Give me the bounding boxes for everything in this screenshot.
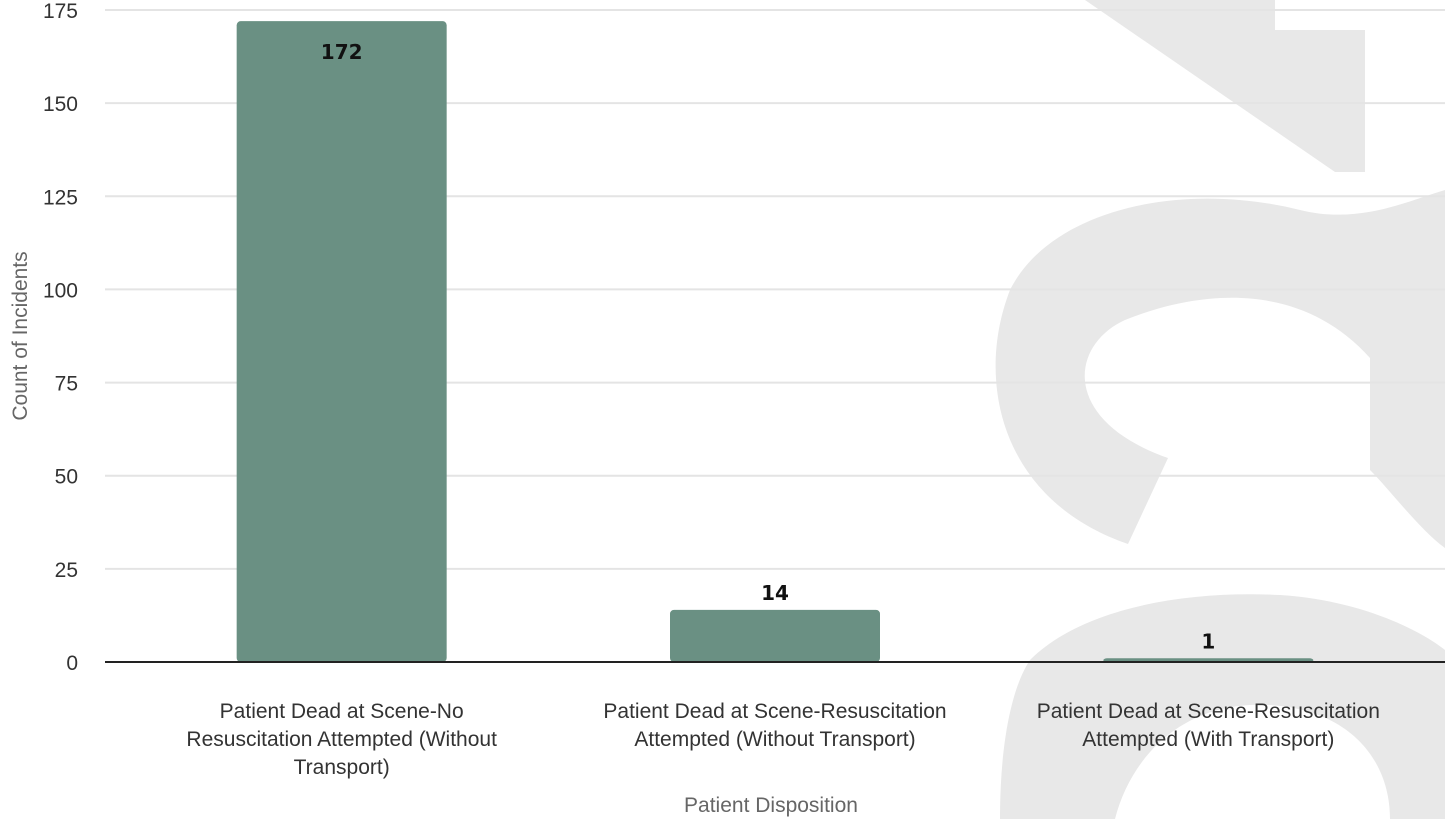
y-tick-label: 50	[55, 466, 78, 489]
data-label: 14	[761, 581, 789, 605]
data-label: 172	[321, 40, 363, 64]
x-tick-label: Patient Dead at Scene-No Resuscitation At…	[186, 700, 497, 779]
bars	[236, 21, 1314, 663]
x-tick-label-line: Attempted (With Transport)	[1082, 728, 1334, 751]
x-axis: Patient Dead at Scene-No Resuscitation At…	[186, 700, 1380, 779]
bar	[236, 21, 447, 663]
x-tick-label-line: Resuscitation Attempted (Without	[186, 728, 497, 751]
x-tick-label: Patient Dead at Scene-Resuscitation Attem…	[1037, 700, 1380, 751]
x-tick-label-line: Patient Dead at Scene-Resuscitation	[1037, 700, 1380, 723]
x-axis-title: Patient Disposition	[684, 794, 858, 817]
y-tick-label: 125	[43, 186, 78, 209]
y-tick-label: 25	[55, 559, 78, 582]
y-axis-title: Count of Incidents	[9, 251, 32, 420]
y-tick-label: 100	[43, 279, 78, 302]
watermark-graphic	[995, 0, 1445, 819]
x-tick-label-line: Transport)	[294, 756, 390, 779]
y-tick-label: 175	[43, 0, 78, 23]
x-tick-label: Patient Dead at Scene-Resuscitation Attem…	[603, 700, 946, 751]
x-tick-label-line: Attempted (Without Transport)	[634, 728, 915, 751]
x-tick-label-line: Patient Dead at Scene-Resuscitation	[603, 700, 946, 723]
y-tick-label: 75	[55, 373, 78, 396]
data-label: 1	[1201, 629, 1215, 653]
y-axis: 0 25 50 75 100 125 150 175	[43, 0, 78, 675]
data-labels: 172 14 1	[321, 40, 1216, 653]
y-tick-label: 0	[66, 652, 78, 675]
bar	[670, 609, 880, 662]
y-tick-label: 150	[43, 93, 78, 116]
x-tick-label-line: Patient Dead at Scene-No	[220, 700, 464, 723]
